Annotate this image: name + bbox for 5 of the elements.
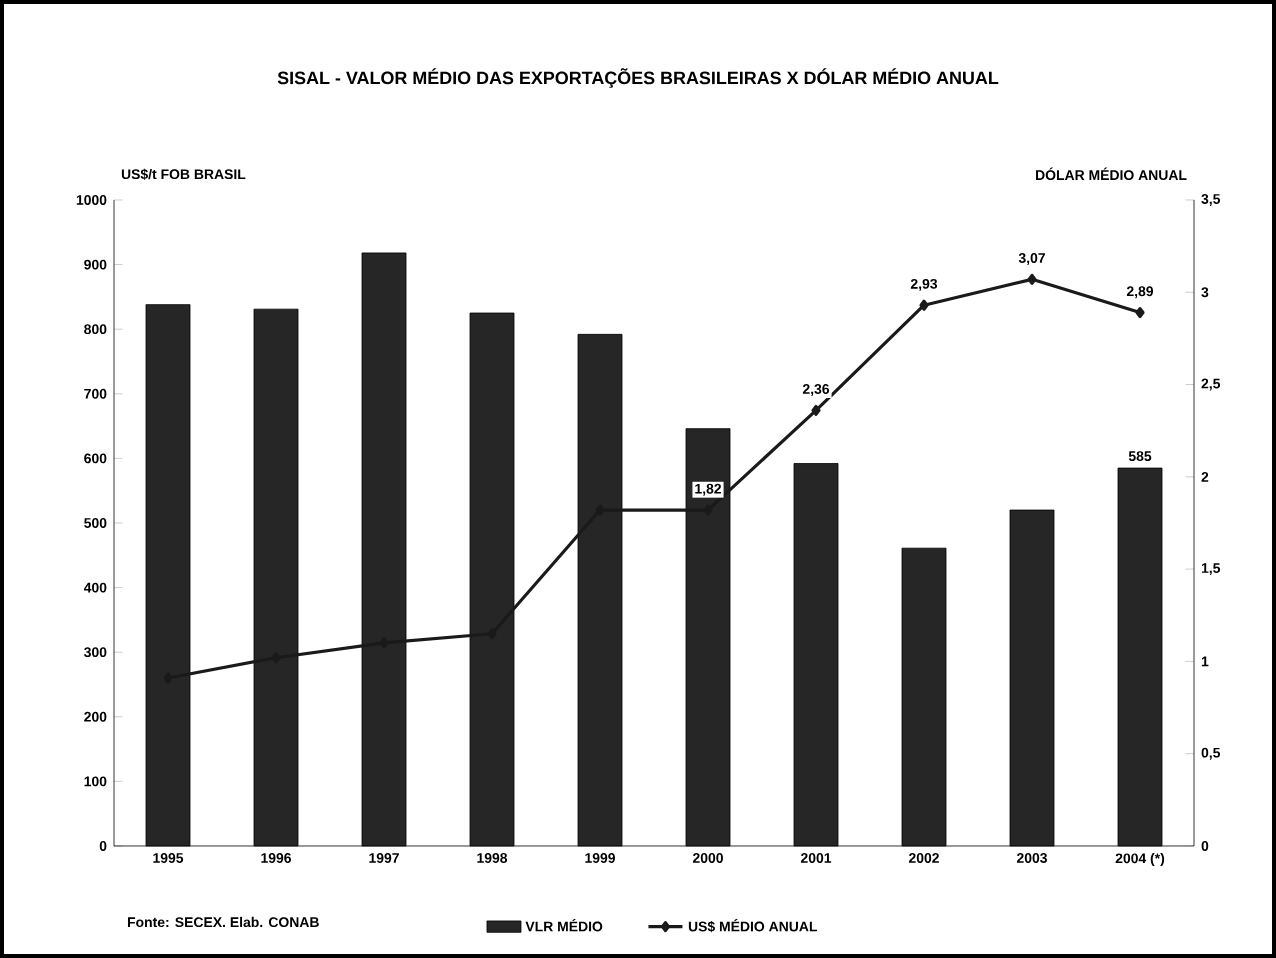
- point: [1027, 273, 1037, 285]
- chart-title: SISAL - VALOR MÉDIO DAS EXPORTAÇÕES BRASILEIRAS X DÓLAR MÉDIO ANUAL: [277, 68, 999, 88]
- point: [1135, 306, 1145, 319]
- point: [811, 404, 821, 416]
- point: [919, 299, 929, 311]
